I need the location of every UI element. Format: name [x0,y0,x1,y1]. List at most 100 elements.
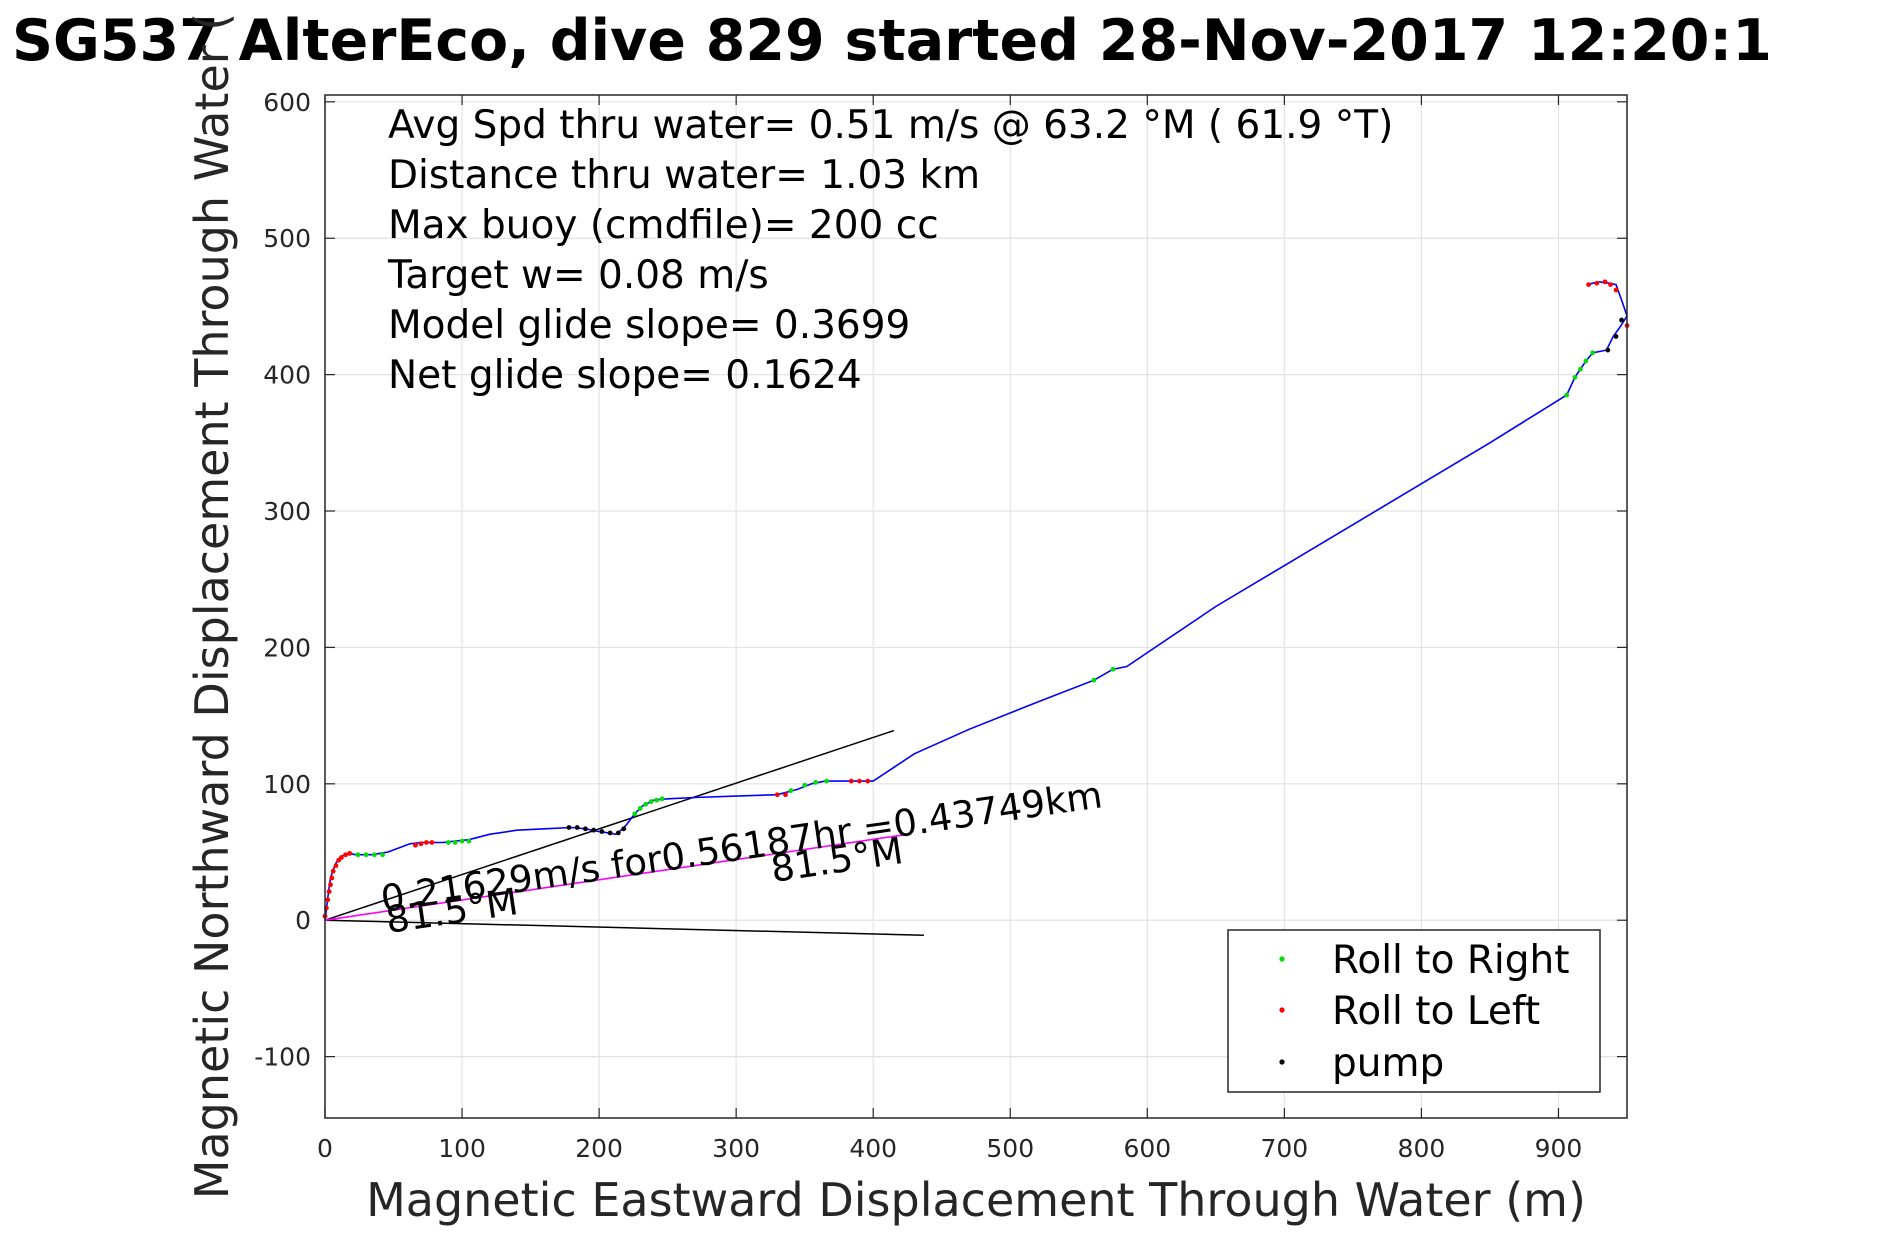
marker-roll-to-right [1091,677,1097,683]
marker-pump [621,826,627,832]
x-axis-label: Magnetic Eastward Displacement Through W… [366,1173,1586,1227]
marker-roll-to-left [783,792,788,798]
marker-pump [615,830,621,836]
marker-roll-to-right [1578,366,1583,372]
marker-roll-to-right [355,852,361,858]
marker-pump [591,827,597,833]
marker-roll-to-left [339,855,344,860]
x-tick-label: 200 [575,1134,623,1163]
stat-max-buoy: Max buoy (cmdfile)= 200 cc [388,203,939,248]
marker-pump [1613,334,1619,339]
stat-net-glide: Net glide slope= 0.1624 [388,353,862,398]
marker-layer [322,279,1630,919]
marker-roll-to-right [813,780,819,785]
marker-roll-to-left [774,792,780,798]
legend-box [1227,929,1601,1093]
marker-roll-to-right [363,852,369,858]
marker-roll-to-right [1564,392,1570,398]
marker-roll-to-right [452,840,458,845]
x-tick-label: 400 [849,1134,897,1163]
marker-roll-to-right [1583,358,1589,364]
legend-label-roll-right: Roll to Right [1332,938,1570,983]
x-tick-label: 600 [1123,1134,1171,1163]
legend-marker-roll-right [1279,956,1285,962]
marker-roll-to-right [637,805,643,811]
marker-roll-to-right [643,801,649,807]
y-tick-label: 200 [263,633,311,662]
marker-roll-to-right [371,852,377,858]
y-tick-label: 500 [263,224,311,253]
y-tick-label: -100 [254,1043,311,1072]
stat-target-w: Target w= 0.08 m/s [387,253,769,298]
marker-roll-to-left [424,840,429,845]
marker-pump [583,826,588,832]
marker-roll-to-right [466,838,472,844]
marker-roll-to-left [848,778,854,784]
marker-pump [607,830,613,836]
stats-block: Avg Spd thru water= 0.51 m/s @ 63.2 °M (… [387,103,1393,398]
chart-title: SG537 AlterEco, dive 829 started 28-Nov-… [12,8,1772,74]
marker-roll-to-left [1613,287,1619,293]
x-tick-label: 300 [712,1134,760,1163]
stat-avg-speed: Avg Spd thru water= 0.51 m/s @ 63.2 °M (… [388,103,1393,148]
x-tick-label: 0 [317,1134,333,1163]
marker-roll-to-right [445,840,451,845]
marker-roll-to-right [654,797,660,803]
legend-marker-pump [1279,1059,1285,1065]
marker-roll-to-right [824,778,830,784]
marker-pump [574,825,580,830]
y-axis-label: Magnetic Northward Displacement Through … [185,13,239,1199]
marker-roll-to-left [857,778,862,784]
marker-pump [1619,317,1624,323]
y-tick-label: 600 [263,88,311,117]
marker-pump [566,825,572,830]
marker-roll-to-right [1572,374,1578,380]
marker-roll-to-left [326,889,332,894]
marker-pump [599,829,605,834]
y-tick-label: 0 [295,906,311,935]
marker-roll-to-left [418,841,424,847]
marker-roll-to-right [788,788,794,794]
marker-roll-to-right [1590,350,1596,356]
x-tick-label: 700 [1261,1134,1309,1163]
marker-roll-to-right [632,811,638,817]
marker-roll-to-left [347,850,353,856]
marker-pump [1605,347,1611,353]
marker-roll-to-left [413,842,418,848]
marker-roll-to-right [1110,666,1116,672]
stat-model-glide: Model glide slope= 0.3699 [388,303,910,348]
marker-roll-to-left [1586,282,1592,287]
marker-roll-to-left [1602,279,1608,285]
marker-roll-to-left [328,882,333,888]
marker-roll-to-left [329,875,335,881]
legend-label-roll-left: Roll to Left [1332,989,1540,1034]
marker-roll-to-left [1608,282,1613,287]
y-tick-label: 400 [263,361,311,390]
heading-line [324,919,924,936]
tick-labels: 0 100 200 300 400 500 600 700 800 900 -100 0 100 200 3… [254,88,1582,1163]
plot-frame [324,94,1628,1119]
marker-roll-to-right [459,838,465,844]
x-tick-label: 100 [438,1134,486,1163]
marker-roll-to-left [330,868,336,874]
marker-roll-to-right [380,852,385,858]
marker-roll-to-right [802,782,808,788]
y-tick-label: 100 [263,770,311,799]
marker-roll-to-left [1594,280,1600,286]
reference-lines [324,729,924,936]
marker-roll-to-left [325,897,331,903]
legend: Roll to Right Roll to Left pump [1227,929,1601,1093]
marker-roll-to-right [648,799,654,804]
x-tick-label: 800 [1398,1134,1446,1163]
current-vector-line [324,833,908,922]
x-tick-label: 500 [986,1134,1034,1163]
heading-line [324,729,895,921]
legend-label-pump: pump [1332,1041,1444,1086]
x-tick-label: 900 [1535,1134,1583,1163]
stat-distance: Distance thru water= 1.03 km [388,153,980,198]
marker-roll-to-left [865,778,871,784]
marker-roll-to-left [429,840,435,845]
marker-roll-to-left [343,852,348,858]
marker-roll-to-left [333,863,339,869]
